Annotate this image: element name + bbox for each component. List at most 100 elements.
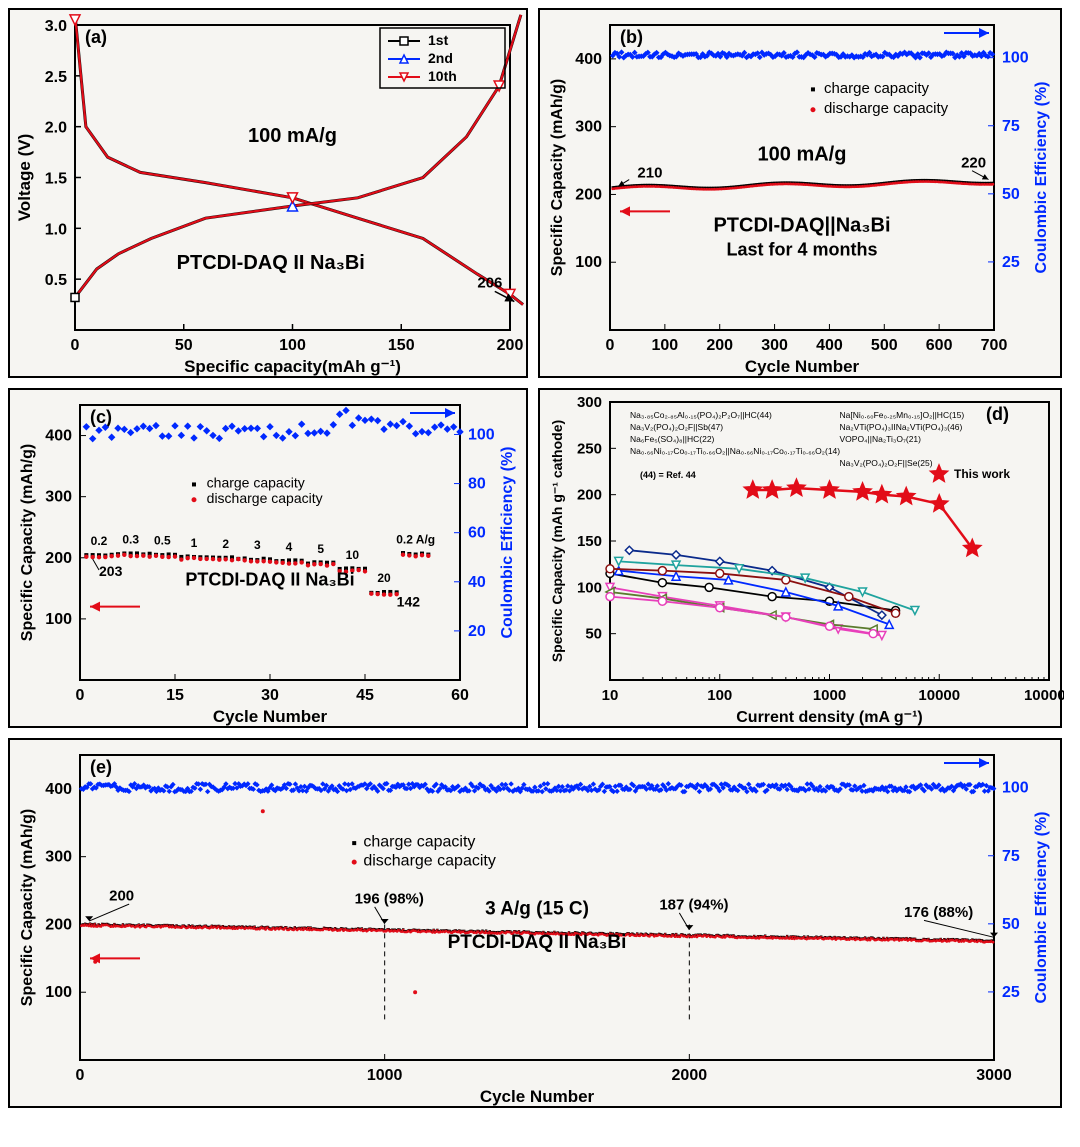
svg-text:Cycle Number: Cycle Number [213, 707, 328, 726]
svg-text:4: 4 [286, 540, 293, 554]
svg-text:Last for 4 months: Last for 4 months [726, 239, 877, 259]
svg-text:Na₃.₈₅Co₂.₈₅Al₀.₁₅(PO₄)₂P₂O₇||: Na₃.₈₅Co₂.₈₅Al₀.₁₅(PO₄)₂P₂O₇||HC(44) [630, 410, 772, 420]
svg-text:200: 200 [109, 888, 134, 905]
svg-text:discharge capacity: discharge capacity [824, 100, 949, 117]
svg-text:300: 300 [45, 489, 72, 506]
svg-text:Specific capacity(mAh g⁻¹): Specific capacity(mAh g⁻¹) [184, 357, 401, 376]
svg-text:25: 25 [1002, 984, 1020, 1001]
svg-text:0.5: 0.5 [45, 272, 67, 289]
svg-text:5: 5 [317, 542, 324, 556]
svg-text:charge capacity: charge capacity [207, 475, 305, 491]
svg-text:100 mA/g: 100 mA/g [758, 144, 847, 166]
svg-text:400: 400 [45, 428, 72, 445]
svg-text:250: 250 [577, 440, 602, 457]
svg-text:100: 100 [45, 984, 72, 1001]
svg-text:75: 75 [1002, 118, 1020, 135]
svg-text:100: 100 [1002, 780, 1029, 797]
svg-text:charge capacity: charge capacity [363, 834, 475, 851]
svg-text:Voltage (V): Voltage (V) [15, 134, 34, 222]
svg-text:0.2 A/g: 0.2 A/g [396, 533, 435, 547]
svg-text:100: 100 [575, 254, 602, 271]
svg-text:220: 220 [961, 154, 986, 171]
svg-text:200: 200 [497, 337, 524, 354]
svg-text:(a): (a) [85, 27, 107, 47]
svg-text:(c): (c) [90, 407, 112, 427]
svg-text:(d): (d) [986, 404, 1009, 424]
panel-b: 0100200300400500600700100200300400255075… [538, 8, 1062, 378]
svg-text:30: 30 [261, 687, 279, 704]
svg-text:Na₀.₆₆Ni₀.₁₇Co₀.₁₇Ti₀.₆₆O₂||Na: Na₀.₆₆Ni₀.₁₇Co₀.₁₇Ti₀.₆₆O₂||Na₀.₆₆Ni₀.₁₇… [630, 446, 840, 456]
svg-text:75: 75 [1002, 848, 1020, 865]
svg-text:500: 500 [871, 337, 898, 354]
svg-text:10: 10 [602, 687, 619, 704]
svg-text:15: 15 [166, 687, 184, 704]
svg-text:1000: 1000 [367, 1067, 403, 1084]
svg-text:PTCDI-DAQ II Na₃Bi: PTCDI-DAQ II Na₃Bi [448, 932, 627, 953]
svg-text:(e): (e) [90, 757, 112, 777]
svg-text:100000: 100000 [1024, 687, 1064, 704]
svg-text:Specific Capacity (mAh/g): Specific Capacity (mAh/g) [549, 79, 566, 276]
svg-text:210: 210 [637, 165, 662, 182]
svg-text:Coulombic Efficiency (%): Coulombic Efficiency (%) [1033, 81, 1050, 273]
svg-text:40: 40 [468, 574, 486, 591]
svg-text:Current density (mA g⁻¹): Current density (mA g⁻¹) [736, 709, 923, 726]
svg-text:1: 1 [191, 536, 198, 550]
svg-text:PTCDI-DAQ II Na₃Bi: PTCDI-DAQ II Na₃Bi [177, 252, 365, 274]
svg-text:Specific Capacity (mAh/g): Specific Capacity (mAh/g) [19, 809, 36, 1006]
svg-text:10: 10 [346, 548, 360, 562]
svg-text:700: 700 [981, 337, 1008, 354]
svg-text:Cycle Number: Cycle Number [480, 1087, 595, 1106]
svg-text:203: 203 [99, 563, 123, 579]
svg-text:10th: 10th [428, 68, 457, 84]
svg-text:Coulombic Efficiency (%): Coulombic Efficiency (%) [499, 446, 516, 638]
svg-text:This work: This work [954, 467, 1010, 481]
svg-text:3.0: 3.0 [45, 18, 67, 35]
svg-text:300: 300 [761, 337, 788, 354]
svg-text:187 (94%): 187 (94%) [659, 897, 728, 914]
svg-text:20: 20 [377, 571, 391, 585]
svg-text:100: 100 [652, 337, 679, 354]
panel-e: 0100020003000100200300400255075100Cycle … [8, 738, 1062, 1108]
svg-text:Na₂VTi(PO₄)₃IINa₂VTi(PO₄)₃(46): Na₂VTi(PO₄)₃IINa₂VTi(PO₄)₃(46) [840, 422, 963, 432]
panel-c: 01530456010020030040020406080100Cycle Nu… [8, 388, 528, 728]
svg-text:1.0: 1.0 [45, 221, 67, 238]
svg-text:0.5: 0.5 [154, 533, 171, 547]
chart-c: 01530456010020030040020406080100Cycle Nu… [10, 390, 530, 730]
svg-text:200: 200 [45, 916, 72, 933]
svg-text:100: 100 [707, 687, 732, 704]
svg-text:100: 100 [1002, 50, 1029, 67]
svg-text:300: 300 [575, 119, 602, 136]
svg-text:400: 400 [45, 781, 72, 798]
svg-text:300: 300 [577, 394, 602, 411]
chart-b: 0100200300400500600700100200300400255075… [540, 10, 1064, 380]
chart-a: 0501001502000.51.01.52.02.53.0Specific c… [10, 10, 530, 380]
svg-text:20: 20 [468, 623, 486, 640]
svg-text:25: 25 [1002, 254, 1020, 271]
panel-d: 1010010001000010000050100150200250300Cur… [538, 388, 1062, 728]
svg-text:discharge capacity: discharge capacity [207, 490, 323, 506]
svg-text:2.5: 2.5 [45, 69, 67, 86]
svg-text:80: 80 [468, 476, 486, 493]
svg-text:Na₃V₂(PO₄)₂O₂F||Sb(47): Na₃V₂(PO₄)₂O₂F||Sb(47) [630, 422, 723, 432]
svg-text:196 (98%): 196 (98%) [355, 890, 424, 907]
svg-text:Coulombic Efficiency (%): Coulombic Efficiency (%) [1033, 811, 1050, 1003]
svg-text:Na₆Fe₅(SO₄)₈||HC(22): Na₆Fe₅(SO₄)₈||HC(22) [630, 434, 715, 444]
svg-text:1000: 1000 [813, 687, 846, 704]
chart-d: 1010010001000010000050100150200250300Cur… [540, 390, 1064, 730]
svg-text:200: 200 [575, 186, 602, 203]
svg-text:Cycle Number: Cycle Number [745, 357, 860, 376]
panel-a: 0501001502000.51.01.52.02.53.0Specific c… [8, 8, 528, 378]
svg-text:600: 600 [926, 337, 953, 354]
svg-text:1st: 1st [428, 32, 449, 48]
svg-text:200: 200 [45, 550, 72, 567]
svg-text:3 A/g (15 C): 3 A/g (15 C) [485, 898, 589, 919]
svg-text:50: 50 [1002, 916, 1020, 933]
svg-text:2000: 2000 [672, 1067, 708, 1084]
svg-text:0.3: 0.3 [122, 533, 139, 547]
svg-text:142: 142 [397, 594, 421, 610]
svg-text:200: 200 [706, 337, 733, 354]
svg-text:176 (88%): 176 (88%) [904, 904, 973, 921]
svg-text:0: 0 [76, 687, 85, 704]
svg-text:150: 150 [577, 533, 602, 550]
svg-text:50: 50 [1002, 186, 1020, 203]
